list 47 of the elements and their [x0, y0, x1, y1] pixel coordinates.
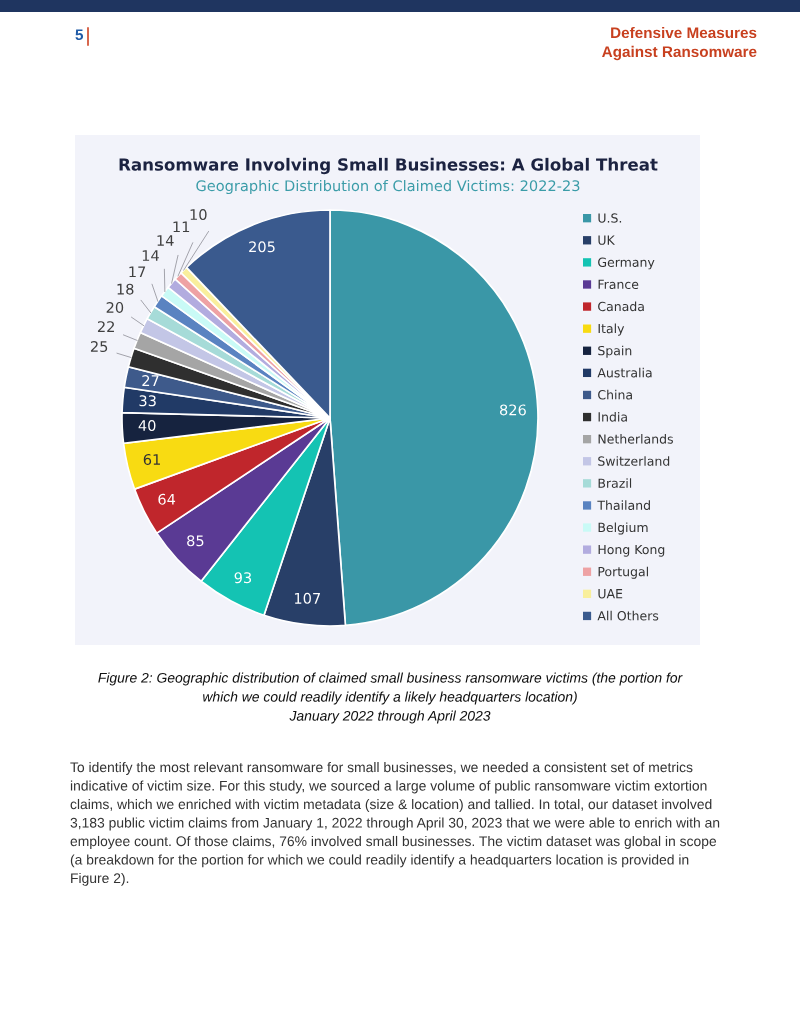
legend-label: Canada [598, 301, 644, 312]
data-label: 11 [173, 221, 190, 233]
text: which we could readily identify a likely headquarters location) [203, 691, 577, 705]
data-label: 14 [142, 250, 159, 261]
legend-label: Belgium [598, 522, 648, 535]
legend-label: Hong Kong [598, 544, 665, 557]
legend-label: India [598, 411, 627, 422]
data-label: 205 [249, 241, 275, 253]
legend-label: Italy [598, 323, 625, 336]
legend-label: France [598, 279, 639, 290]
legend-label: Netherlands [598, 434, 673, 444]
data-label: 40 [138, 420, 156, 432]
data-label: 17 [129, 266, 146, 278]
data-label: 826 [499, 404, 526, 416]
data-label: 14 [157, 235, 174, 246]
data-label: 10 [190, 209, 207, 221]
chart-title: Ransomware Involving Small Businesses: A Global Threat [119, 157, 658, 175]
text: Defensive Measures [611, 26, 757, 39]
data-label: 22 [97, 321, 114, 332]
legend-label: Brazil [598, 478, 632, 488]
data-label: 33 [139, 395, 156, 407]
legend-label: Australia [597, 367, 652, 378]
legend-label: Thailand [597, 500, 650, 511]
caption: Figure 2: Geographic distribution of claimed small business ransomware victims (the portion for [98, 672, 683, 686]
legend-label: Germany [598, 257, 655, 270]
legend-label: Switzerland [598, 456, 670, 466]
data-label: 20 [106, 301, 124, 314]
data-label: 27 [142, 375, 159, 386]
legend-label: UK [598, 235, 615, 245]
chart-subtitle: Geographic Distribution of Claimed Victims: 2022-23 [196, 179, 580, 195]
data-label: 64 [158, 493, 176, 505]
text: Against Ransomware [602, 45, 757, 61]
data-label: 107 [294, 592, 320, 604]
data-label: 85 [187, 535, 204, 547]
text: To identify the most relevant ransomware for small businesses, we needed a consistent set of metrics indicative of victim size. For this study, we sourced a large volume of public ransomware victim extortion claims, which we enriched with victim metadata (size & location) and tallied. In total, our dataset involved 3,183 public victim claims from January 1, 2022 through April 30, 2023 that we were able to enrich with an employee count. Of those claims, 76% involved small businesses. The victim dataset was global in scope (a breakdown for the portion for which we could readily identify a headquarters location is provided in Figure 2). [70, 762, 720, 886]
legend-label: UAE [598, 589, 623, 599]
legend-label: China [598, 389, 632, 400]
data-label: 61 [143, 453, 160, 465]
legend-label: Portugal [598, 566, 648, 579]
text: January 2022 through April 2023 [289, 710, 491, 724]
legend-label: U.S. [598, 213, 622, 223]
data-label: 93 [234, 572, 252, 584]
data-label: 18 [117, 283, 134, 295]
text: 5 [75, 29, 84, 41]
legend-label: Spain [598, 345, 632, 358]
legend-label: All Others [597, 610, 659, 621]
data-label: 25 [90, 341, 108, 353]
